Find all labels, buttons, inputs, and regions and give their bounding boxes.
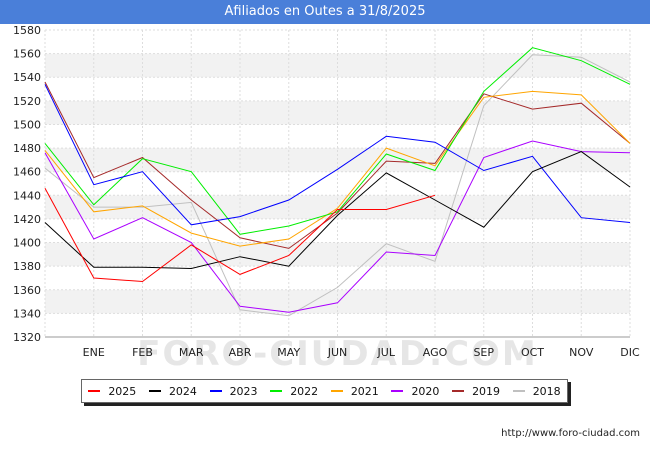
legend-label: 2018	[532, 384, 561, 398]
y-tick-label: 1380	[13, 260, 41, 273]
x-tick-label: OCT	[521, 346, 544, 359]
legend-label: 2025	[108, 384, 137, 398]
plot-band	[45, 53, 630, 78]
source-credit: http://www.foro-ciudad.com	[501, 428, 640, 439]
plot-band	[45, 289, 630, 314]
legend-label: 2021	[350, 384, 379, 398]
y-tick-label: 1400	[13, 237, 41, 250]
series-line-2018	[44, 54, 631, 317]
series-line-2020	[44, 140, 631, 313]
x-tick-label: MAY	[277, 346, 300, 359]
y-tick-label: 1420	[13, 213, 41, 226]
y-axis-ticks: 1320 1340 1360 1380 1400 1420 1440 1460 1480 1500…	[13, 24, 41, 344]
series-line-2021	[44, 90, 631, 247]
legend-swatch	[512, 390, 525, 392]
x-axis-ticks: ENE FEB MAR ABR MAY JUN JUL AGO SEP OCT NOV DIC	[83, 346, 640, 359]
legend-item-2019: 2019	[452, 385, 500, 398]
legend-item-2025: 2025	[88, 385, 136, 398]
legend-swatch	[88, 390, 101, 392]
x-tick-label: NOV	[569, 346, 594, 359]
legend-label: 2022	[290, 384, 319, 398]
plot-band	[45, 100, 630, 125]
y-tick-label: 1320	[13, 331, 41, 344]
legend-item-2022: 2022	[270, 385, 318, 398]
legend-item-2018: 2018	[512, 384, 561, 398]
y-tick-label: 1440	[13, 189, 41, 202]
legend-swatch	[391, 390, 404, 392]
y-tick-label: 1540	[13, 71, 41, 84]
y-tick-label: 1460	[13, 166, 41, 179]
x-tick-label: JUN	[327, 346, 348, 359]
legend-swatch	[270, 390, 283, 392]
legend-label: 2019	[472, 384, 501, 398]
series-line-2023	[44, 84, 631, 226]
legend: 2025 2024 2023 2022 2021 2020 2019 2018	[81, 379, 568, 403]
y-tick-label: 1480	[13, 142, 41, 155]
y-tick-label: 1520	[13, 95, 41, 108]
series-line-2024	[44, 151, 631, 270]
x-tick-label: ABR	[229, 346, 252, 359]
series-line-2019	[44, 81, 631, 249]
y-tick-label: 1500	[13, 118, 41, 131]
legend-label: 2024	[168, 384, 197, 398]
y-tick-label: 1560	[13, 48, 41, 61]
x-tick-label: JUL	[377, 346, 396, 359]
x-tick-label: AGO	[423, 346, 448, 359]
legend-swatch	[148, 390, 161, 392]
legend-swatch	[452, 390, 465, 392]
x-tick-label: FEB	[132, 346, 153, 359]
legend-swatch	[330, 390, 343, 392]
legend-label: 2020	[411, 384, 440, 398]
series-line-2025	[44, 187, 436, 283]
watermark: FORO-CIUDAD.COM	[137, 334, 538, 374]
plot-band	[45, 124, 630, 149]
y-tick-label: 1580	[13, 24, 41, 37]
chart-title: Afiliados en Outes a 31/8/2025	[0, 0, 650, 24]
legend-item-2020: 2020	[391, 385, 439, 398]
y-tick-label: 1340	[13, 307, 41, 320]
legend-item-2021: 2021	[330, 384, 379, 398]
y-tick-label: 1360	[13, 284, 41, 297]
legend-swatch	[209, 390, 222, 392]
x-tick-label: SEP	[473, 346, 494, 359]
watermark-text: FORO-CIUDAD.COM	[137, 334, 538, 374]
x-tick-label: ENE	[83, 346, 105, 359]
gridlines	[44, 29, 631, 338]
legend-item-2024: 2024	[148, 384, 197, 398]
plot-band	[45, 77, 630, 101]
series-lines	[44, 47, 631, 317]
series-line-2022	[44, 47, 631, 235]
x-tick-label: MAR	[179, 346, 204, 359]
legend-label: 2023	[229, 384, 258, 398]
legend-item-2023: 2023	[209, 384, 258, 398]
x-tick-label: DIC	[620, 346, 640, 359]
